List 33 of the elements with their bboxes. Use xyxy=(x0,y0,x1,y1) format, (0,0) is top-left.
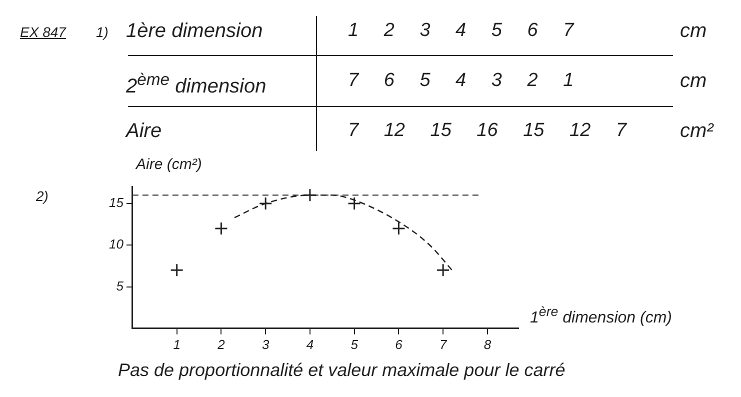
text: 7 6 5 4 3 2 1 xyxy=(348,70,574,92)
y-tick-label: 10 xyxy=(108,236,124,252)
text: 1) xyxy=(96,24,108,40)
x-tick-label: 1 xyxy=(173,336,180,352)
point xyxy=(170,263,184,277)
point xyxy=(392,222,406,236)
x-axis-title: 1$^{ère}$ dimension (cm) xyxy=(530,304,673,328)
point xyxy=(214,222,228,236)
text: cm xyxy=(680,70,707,93)
point xyxy=(258,196,272,210)
x-tick-label: 4 xyxy=(306,336,314,352)
text: 1 2 3 4 5 6 7 xyxy=(348,20,574,42)
y-tick-label: 5 xyxy=(116,278,124,294)
text: Pas de proportionnalité et valeur maximale pour le carré xyxy=(118,360,566,381)
text: Aire xyxy=(126,120,162,143)
x-tick-label: 5 xyxy=(350,336,359,352)
x-tick-label: 8 xyxy=(484,336,492,352)
x-tick-label: 6 xyxy=(395,336,404,352)
x-tick-label: 3 xyxy=(262,336,270,352)
x-tick-label: 2 xyxy=(216,336,226,352)
text: cm xyxy=(680,20,707,43)
text: cm² xyxy=(680,120,714,143)
text: 2$^{ème}$ dimension xyxy=(126,70,266,99)
y-axis-title: Aire (cm²) xyxy=(136,156,202,173)
point xyxy=(436,263,450,277)
x-tick-label: 7 xyxy=(439,336,448,352)
text: 2) xyxy=(36,188,48,204)
point xyxy=(348,196,362,210)
y-tick-label: 15 xyxy=(108,195,124,210)
point xyxy=(303,188,317,202)
text: 1ère dimension xyxy=(126,20,263,43)
text: 7 12 15 16 15 12 7 xyxy=(348,120,626,142)
text: EX 847 xyxy=(20,24,66,40)
